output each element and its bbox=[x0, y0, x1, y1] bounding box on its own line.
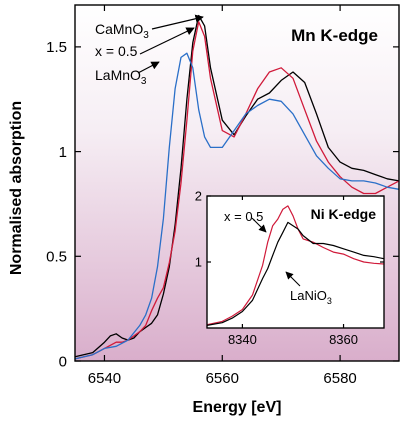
main-y-tick-label: 0.5 bbox=[46, 249, 67, 266]
arrow-lamno3 bbox=[137, 61, 160, 74]
main-x-tick-label: 6540 bbox=[88, 370, 121, 387]
main-series-lamno3 bbox=[74, 52, 400, 360]
inset-series-x-0-5 bbox=[206, 205, 385, 326]
inset-plot-background bbox=[206, 195, 385, 329]
arrow-x05-main bbox=[139, 27, 195, 55]
inset-y-tick-label: 1 bbox=[195, 255, 202, 270]
arrow-camno3 bbox=[151, 14, 204, 30]
main-y-tick-label: 1.5 bbox=[46, 39, 67, 56]
main-x-tick-label: 6580 bbox=[323, 370, 356, 387]
y-axis-label: Normalised absorption bbox=[8, 101, 25, 275]
inset-x-axis: 8340 8360 bbox=[228, 196, 358, 347]
main-plot-frame bbox=[74, 4, 400, 362]
main-y-tick-label: 0 bbox=[59, 353, 67, 370]
inset-y-axis: 12 bbox=[195, 189, 384, 270]
annotation-x05-main: x = 0.5 bbox=[95, 43, 138, 59]
main-series-x-0-5 bbox=[74, 21, 400, 360]
annotation-lanio3: LaNiO3 bbox=[290, 288, 332, 306]
annotation-lamno3: LaMnO3 bbox=[95, 67, 147, 87]
main-y-tick-label: 1 bbox=[59, 144, 67, 161]
main-chart-title: Mn K-edge bbox=[291, 26, 378, 45]
inset-chart-title: Ni K-edge bbox=[311, 206, 377, 222]
inset-x-tick-label: 8340 bbox=[228, 332, 257, 347]
annotation-camno3: CaMnO3 bbox=[95, 21, 149, 41]
inset-series-lines bbox=[206, 205, 385, 326]
x-axis-label: Energy [eV] bbox=[193, 399, 282, 416]
main-x-tick-label: 6560 bbox=[206, 370, 239, 387]
inset-x-tick-label: 8360 bbox=[329, 332, 358, 347]
inset-y-tick-label: 2 bbox=[195, 189, 202, 204]
annotation-x05-inset: x = 0.5 bbox=[224, 209, 263, 224]
main-y-axis: 0 0.5 1 1.5 bbox=[46, 39, 399, 370]
inset-series-lanio3 bbox=[206, 221, 385, 326]
arrow-x05-inset bbox=[251, 217, 267, 233]
arrow-lanio3 bbox=[285, 271, 301, 287]
main-x-axis: 6540 6560 6580 bbox=[88, 5, 357, 387]
